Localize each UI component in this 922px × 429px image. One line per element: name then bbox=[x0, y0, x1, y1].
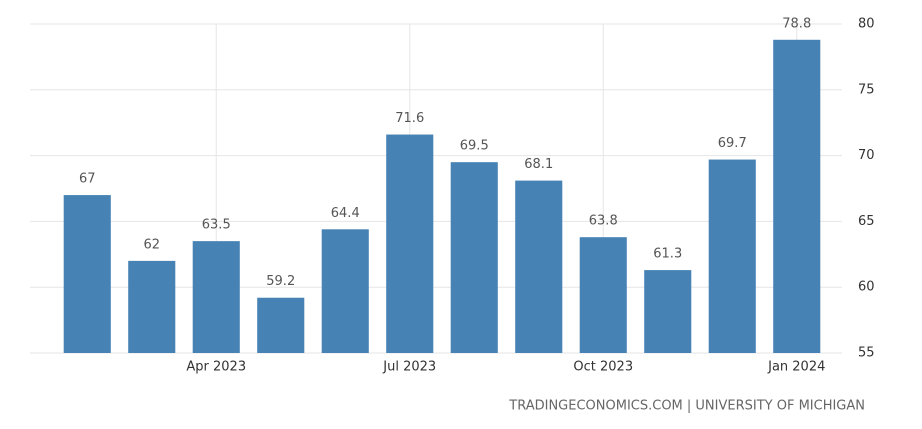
value-label: 62 bbox=[143, 237, 160, 252]
y-tick-label: 60 bbox=[858, 280, 875, 295]
bar bbox=[450, 162, 498, 353]
bar bbox=[644, 270, 692, 353]
bar bbox=[386, 134, 434, 353]
y-tick-label: 65 bbox=[858, 214, 875, 229]
value-label: 71.6 bbox=[395, 111, 424, 126]
bar bbox=[128, 260, 176, 353]
y-tick-label: 80 bbox=[858, 17, 875, 32]
value-label: 63.5 bbox=[202, 218, 231, 233]
value-label: 67 bbox=[79, 172, 96, 187]
value-label: 69.5 bbox=[460, 139, 489, 154]
bar bbox=[515, 180, 563, 353]
x-tick-label: Jan 2024 bbox=[767, 360, 825, 375]
bar bbox=[257, 297, 305, 353]
value-label: 68.1 bbox=[524, 157, 553, 172]
x-tick-label: Jul 2023 bbox=[382, 360, 436, 375]
value-label: 59.2 bbox=[266, 274, 295, 289]
x-tick-label: Apr 2023 bbox=[186, 360, 246, 375]
y-tick-label: 55 bbox=[858, 346, 875, 361]
bar bbox=[708, 159, 756, 353]
y-tick-label: 70 bbox=[858, 148, 875, 163]
y-tick-label: 75 bbox=[858, 82, 875, 97]
bar bbox=[63, 195, 111, 353]
x-tick-label: Oct 2023 bbox=[573, 360, 633, 375]
bar bbox=[579, 237, 627, 353]
value-label: 63.8 bbox=[589, 214, 618, 229]
value-label: 64.4 bbox=[331, 206, 360, 221]
value-label: 69.7 bbox=[718, 136, 747, 151]
bar bbox=[321, 229, 369, 353]
value-label: 61.3 bbox=[653, 247, 682, 262]
bar bbox=[192, 241, 240, 353]
bar bbox=[773, 39, 821, 354]
value-label: 78.8 bbox=[782, 16, 811, 31]
source: TRADINGECONOMICS.COM | UNIVERSITY OF MIC… bbox=[508, 399, 865, 414]
